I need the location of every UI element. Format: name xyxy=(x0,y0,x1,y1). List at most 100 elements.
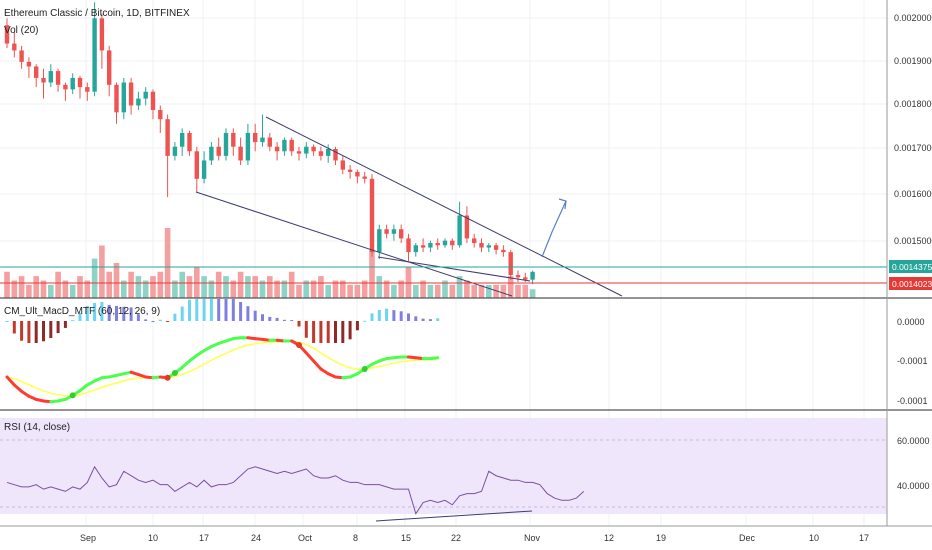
macd-legend[interactable]: CM_Ult_MacD_MTF (60, 12, 26, 9) xyxy=(4,306,161,317)
volume-bar xyxy=(252,276,258,298)
candle-body xyxy=(77,77,83,88)
projection-arrow[interactable] xyxy=(541,200,567,258)
macd-histogram-bar xyxy=(414,316,418,321)
time-tick: 10 xyxy=(148,533,158,543)
macd-histogram-bar xyxy=(49,321,53,339)
candle-body xyxy=(121,82,126,113)
rsi-polyline xyxy=(6,465,585,515)
time-tick: 24 xyxy=(251,533,261,543)
candle-body xyxy=(172,146,178,156)
macd-histogram-bar xyxy=(27,321,31,343)
time-tick: 15 xyxy=(401,533,411,543)
macd-histogram-bar xyxy=(341,321,345,343)
volume-bar xyxy=(442,280,448,298)
candle-body xyxy=(508,252,513,276)
candle-body xyxy=(464,215,470,239)
candle-body xyxy=(282,139,287,152)
volume-bar xyxy=(157,271,164,298)
macd-histogram-bar xyxy=(407,313,410,321)
macd-cross-dot xyxy=(69,392,76,399)
volume-bar xyxy=(208,280,215,298)
volume-bar xyxy=(237,271,244,298)
volume-bar xyxy=(310,280,317,298)
candle-body xyxy=(326,149,331,156)
candle-body xyxy=(406,238,411,253)
volume-bar xyxy=(427,284,434,298)
candle-body xyxy=(136,98,141,106)
macd-histogram-bar xyxy=(195,299,199,321)
candle-body xyxy=(19,50,24,62)
volume-bar xyxy=(274,280,280,298)
macd-histogram-bar xyxy=(348,321,352,340)
candle-body xyxy=(267,137,272,147)
alert-price-label: 0.0014023 xyxy=(892,279,932,289)
macd-line-segment xyxy=(12,383,24,393)
volume-bar xyxy=(259,280,266,298)
lower-trendline[interactable] xyxy=(195,191,513,297)
macd-line-segment xyxy=(428,356,440,361)
rsi-divergence-line[interactable] xyxy=(375,510,533,522)
macd-histogram-bar xyxy=(202,299,206,321)
volume-bar xyxy=(84,280,91,298)
volume-legend[interactable]: Vol (20) xyxy=(4,25,39,36)
macd-histogram-bar xyxy=(231,299,235,321)
candle-body xyxy=(304,146,309,154)
candle-body xyxy=(194,151,199,179)
macd-line-segment xyxy=(5,375,16,387)
macd-axis-tick: -0.0001 xyxy=(897,396,928,406)
candle-body xyxy=(515,275,521,278)
volume-bar xyxy=(522,284,529,298)
volume-bar xyxy=(69,284,76,298)
macd-histogram-bar xyxy=(239,302,243,321)
volume-bar xyxy=(267,276,273,298)
volume-bar xyxy=(113,263,120,298)
time-axis[interactable]: Sep 10 17 24 Oct 8 15 22 Nov 12 19 Dec 1… xyxy=(80,533,869,543)
candle-body xyxy=(457,215,462,246)
volume-bar xyxy=(449,284,456,298)
time-tick: Dec xyxy=(739,533,756,543)
volume-bar xyxy=(318,276,324,298)
candle-body xyxy=(209,146,214,161)
macd-histogram-bar xyxy=(56,321,60,334)
volume-bar xyxy=(376,276,383,298)
macd-histogram-bar xyxy=(173,313,177,321)
macd-histogram-bar xyxy=(144,319,148,321)
volume-bar xyxy=(186,276,193,298)
support-trendline[interactable] xyxy=(377,256,531,282)
volume-bar xyxy=(223,276,229,298)
macd-line-segment xyxy=(312,359,323,371)
volume-bar xyxy=(11,280,18,298)
macd-histogram-bar xyxy=(421,318,425,321)
macd-histogram-bar xyxy=(151,320,155,322)
macd-histogram-bar xyxy=(377,310,381,321)
upper-trendline[interactable] xyxy=(265,116,623,297)
macd-histogram-bar xyxy=(71,320,75,322)
macd-lines xyxy=(5,336,440,404)
rsi-band xyxy=(0,418,887,514)
macd-histogram-bar xyxy=(355,321,359,331)
candle-body xyxy=(311,146,316,152)
volume-bar xyxy=(398,280,404,298)
candle-body xyxy=(216,146,221,156)
symbol-title[interactable]: Ethereum Classic / Bitcoin, 1D, BITFINEX xyxy=(4,8,190,19)
macd-histogram-bar xyxy=(217,299,221,321)
time-tick: 12 xyxy=(604,533,614,543)
macd-histogram-bar xyxy=(297,321,301,327)
volume-bar xyxy=(434,284,441,298)
volume-bar xyxy=(77,276,83,298)
macd-histogram-bar xyxy=(5,321,9,322)
time-tick: Oct xyxy=(298,533,313,543)
candle-body xyxy=(245,132,251,161)
macd-histogram-bar xyxy=(115,305,118,321)
candle-body xyxy=(260,137,265,143)
candle-body xyxy=(238,146,243,161)
rsi-legend[interactable]: RSI (14, close) xyxy=(4,422,71,433)
macd-histogram-bar xyxy=(42,321,45,342)
volume-bar xyxy=(215,271,222,298)
volume-bar xyxy=(150,276,156,298)
